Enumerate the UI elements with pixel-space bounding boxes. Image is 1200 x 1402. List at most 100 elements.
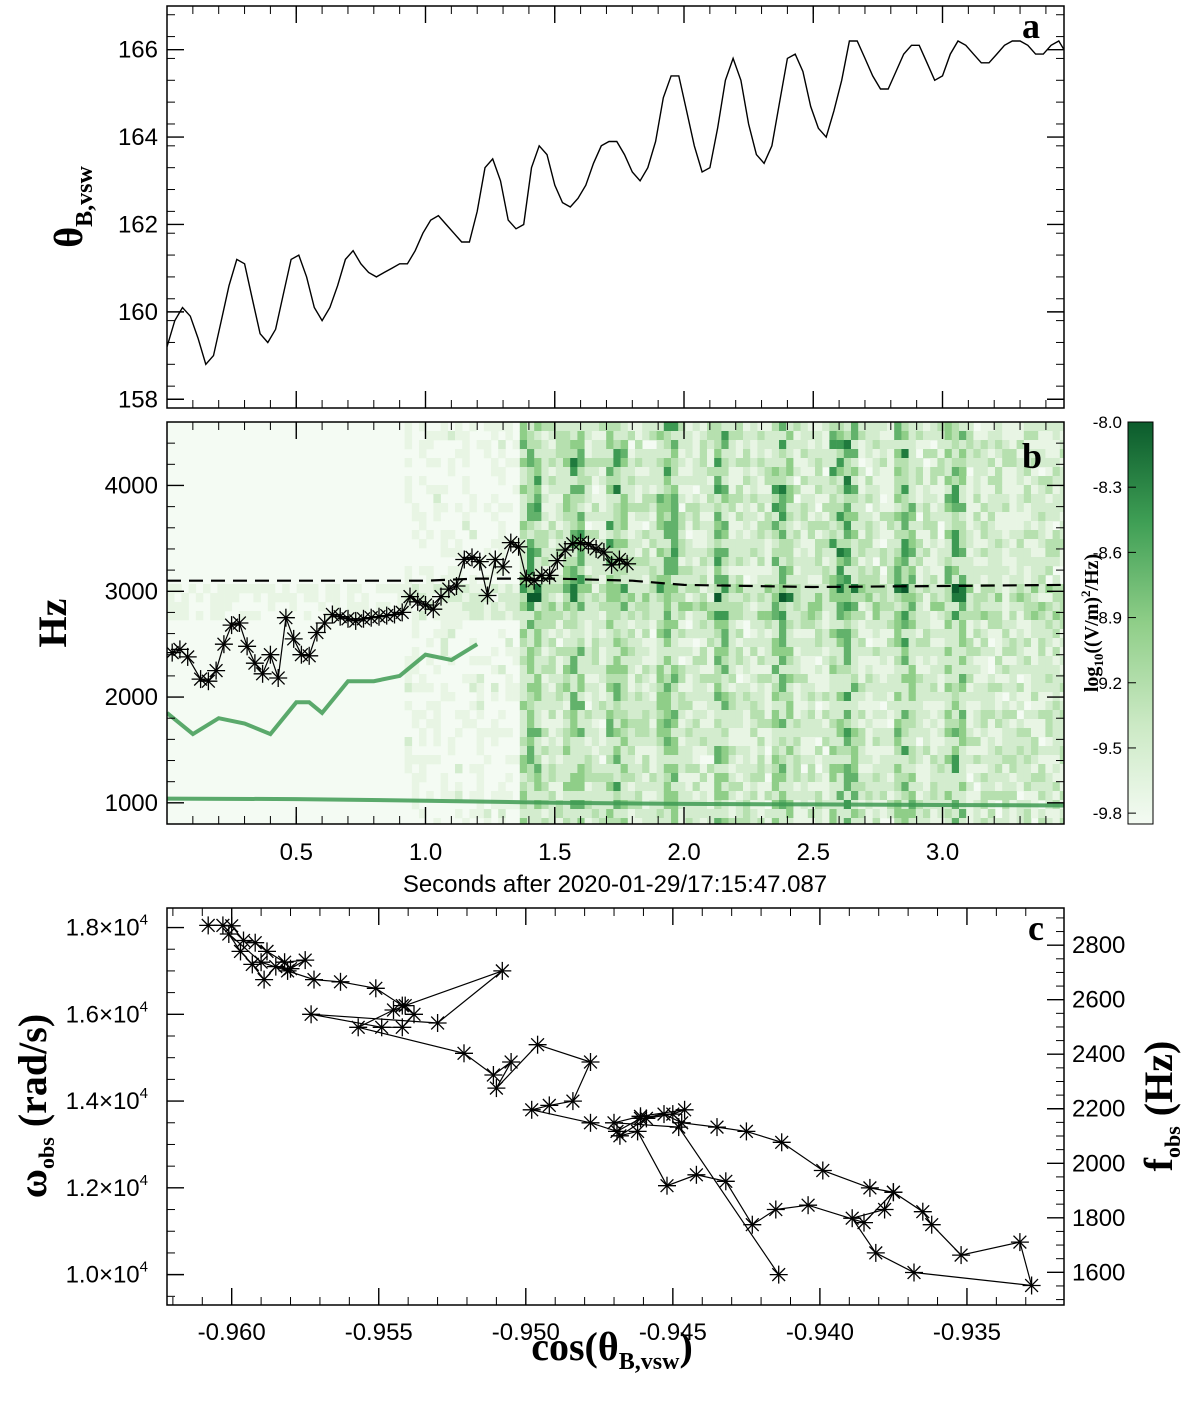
peak-marker	[260, 645, 281, 665]
spectrogram-cell	[923, 719, 931, 729]
spectrogram-cell	[678, 638, 686, 648]
spectrogram-cell	[476, 674, 485, 684]
spectrogram-cell	[995, 674, 1003, 684]
spectrogram-cell	[858, 548, 866, 558]
spectrogram-cell	[699, 422, 708, 432]
spectrogram-cell	[1016, 467, 1025, 477]
spectrogram-cell	[851, 656, 859, 666]
spectrogram-cell	[1045, 557, 1053, 567]
spectrogram-cell	[908, 737, 917, 747]
spectrogram-cell	[894, 512, 902, 522]
spectrogram-cell	[462, 818, 470, 824]
spectrogram-cell	[764, 791, 773, 801]
spectrogram-cell	[649, 647, 657, 657]
spectrogram-cell	[1016, 692, 1025, 702]
spectrogram-cell	[642, 746, 650, 756]
spectrogram-cell	[743, 440, 751, 450]
spectrogram-cell	[973, 647, 981, 657]
spectrogram-cell	[851, 566, 859, 576]
spectrogram-cell	[534, 710, 542, 720]
spectrogram-cell	[1023, 746, 1032, 756]
spectrogram-cell	[1016, 719, 1025, 729]
c-ytick-mantissa: 1.2×10	[66, 1175, 140, 1202]
spectrogram-cell	[887, 557, 895, 567]
spectrogram-cell	[908, 638, 917, 648]
spectrogram-cell	[807, 728, 816, 738]
spectrogram-cell	[858, 575, 866, 585]
spectrogram-cell	[613, 764, 621, 774]
spectrogram-cell	[1002, 512, 1010, 522]
spectrogram-cell	[879, 683, 888, 693]
spectrogram-cell	[779, 476, 787, 486]
spectrogram-cell	[944, 530, 953, 540]
spectrogram-cell	[555, 530, 564, 540]
spectrogram-cell	[563, 485, 571, 495]
spectrogram-cell	[894, 773, 902, 783]
spectrogram-cell	[779, 512, 787, 522]
spectrogram-cell	[1002, 683, 1010, 693]
spectrogram-cell	[1031, 782, 1039, 792]
spectrogram-cell	[930, 728, 938, 738]
spectrogram-cell	[563, 647, 571, 657]
spectrogram-cell	[815, 755, 823, 765]
spectrogram-cell	[1038, 629, 1046, 639]
spectrogram-cell	[519, 530, 528, 540]
spectrogram-cell	[915, 674, 924, 684]
spectrogram-cell	[829, 692, 837, 702]
spectrogram-cell	[807, 665, 816, 675]
spectrogram-cell	[793, 521, 801, 531]
spectrogram-cell	[707, 458, 715, 468]
spectrogram-cell	[930, 431, 938, 441]
colorbar-tick-label: -9.8	[1093, 804, 1122, 823]
spectrogram-cell	[555, 431, 564, 441]
spectrogram-cell	[714, 710, 722, 720]
spectrogram-cell	[613, 818, 621, 824]
scatter-marker	[277, 961, 298, 981]
spectrogram-cell	[879, 476, 888, 486]
spectrogram-cell	[534, 656, 542, 666]
spectrogram-cell	[872, 620, 881, 630]
spectrogram-cell	[786, 422, 794, 432]
spectrogram-cell	[843, 539, 852, 549]
scatter-marker	[348, 1017, 368, 1037]
spectrogram-cell	[512, 485, 521, 495]
spectrogram-cell	[1038, 683, 1046, 693]
spectrogram-cell	[620, 782, 629, 792]
spectrogram-cell	[699, 503, 708, 513]
spectrogram-cell	[901, 575, 909, 585]
spectrogram-cell	[1052, 773, 1061, 783]
spectrogram-cell	[771, 620, 780, 630]
spectrogram-cell	[757, 467, 765, 477]
spectrogram-cell	[620, 638, 629, 648]
spectrogram-cell	[505, 503, 513, 513]
spectrogram-cell	[570, 683, 578, 693]
spectrogram-cell	[591, 611, 600, 621]
peak-marker	[245, 653, 265, 673]
spectrogram-cell	[858, 782, 866, 792]
spectrogram-cell	[707, 521, 715, 531]
spectrogram-cell	[973, 737, 981, 747]
spectrogram-cell	[843, 818, 852, 824]
spectrogram-cell	[735, 494, 744, 504]
spectrogram-cell	[678, 575, 686, 585]
spectrogram-cell	[721, 440, 729, 450]
spectrogram-cell	[627, 458, 636, 468]
spectrogram-cell	[1002, 539, 1010, 549]
spectrogram-cell	[692, 629, 701, 639]
spectrogram-cell	[1002, 728, 1010, 738]
spectrogram-cell	[894, 683, 902, 693]
spectrogram-cell	[966, 629, 974, 639]
c-ytick-exponent: 4	[140, 1259, 148, 1276]
spectrogram-cell	[800, 773, 809, 783]
spectrogram-cell	[519, 764, 528, 774]
spectrogram-cell	[1002, 674, 1010, 684]
spectrogram-cell	[721, 764, 729, 774]
spectrogram-cell	[570, 494, 578, 504]
spectrogram-cell	[930, 503, 938, 513]
spectrogram-cell	[476, 602, 485, 612]
spectrogram-cell	[915, 683, 924, 693]
spectrogram-cell	[771, 719, 780, 729]
spectrogram-cell	[865, 737, 873, 747]
spectrogram-cell	[923, 548, 931, 558]
spectrogram-cell	[570, 728, 578, 738]
